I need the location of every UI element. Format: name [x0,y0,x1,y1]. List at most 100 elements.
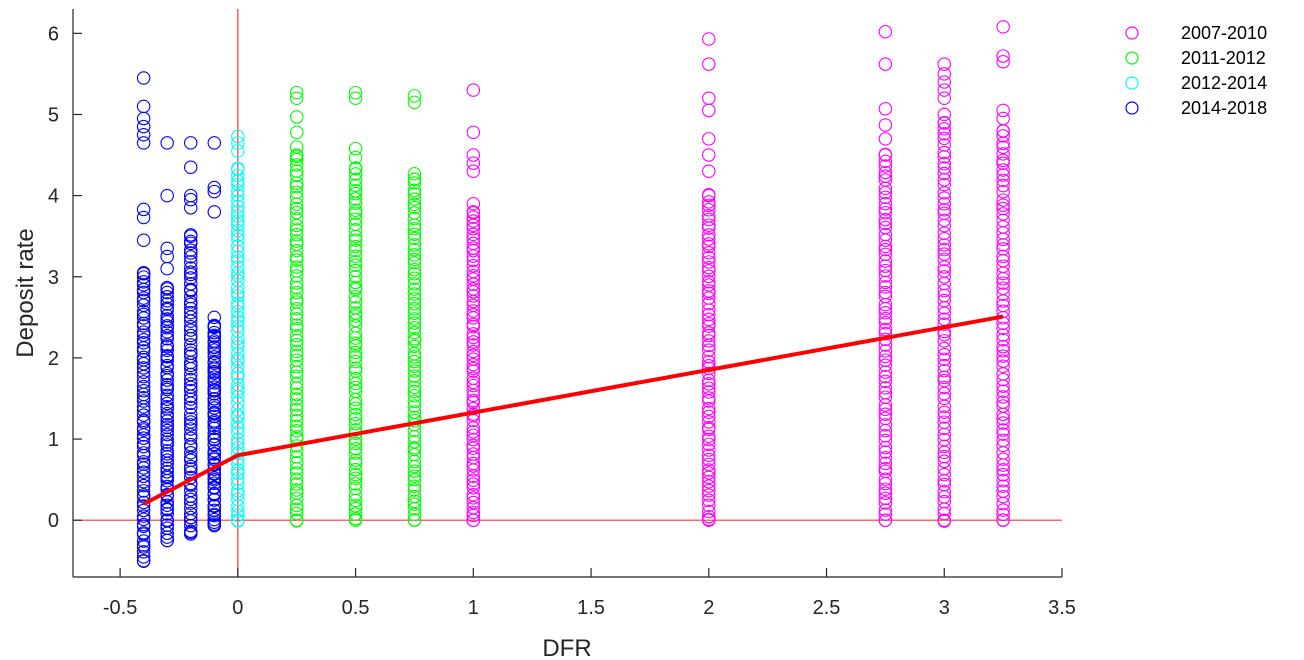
scatter-point [289,292,304,306]
scatter-point [160,290,174,304]
scatter-point [996,281,1010,295]
scatter-point [937,484,952,499]
x-tick-label: 0.5 [342,597,370,619]
scatter-point [289,414,304,428]
x-tick-label: 1 [468,597,479,619]
scatter-point [878,322,893,337]
scatter-point [160,410,174,424]
scatter-point [289,110,304,124]
scatter-point [231,223,245,238]
scatter-point [407,369,422,383]
scatter-point [878,445,893,459]
scatter-point [996,489,1010,504]
scatter-point [289,392,304,406]
scatter-point [878,280,893,294]
legend-item: 2011-2012 [1125,48,1266,68]
point-column [702,32,716,527]
scatter-point [289,333,304,348]
scatter-point [231,199,245,214]
scatter-point [231,425,245,440]
scatter-point [231,209,245,223]
scatter-point [878,165,893,180]
scatter-point [348,423,363,437]
scatter-point [996,343,1010,358]
scatter-point [289,228,304,242]
scatter-point [878,433,893,448]
scatter-point [937,138,952,152]
scatter-point [407,312,422,326]
scatter-point [878,205,893,220]
scatter-point [348,493,363,508]
scatter-point [702,415,716,429]
scatter-point [231,396,245,410]
scatter-point [878,242,893,257]
scatter-point [183,338,198,352]
scatter-point [160,136,174,150]
scatter-point [289,376,304,390]
scatter-point [183,250,198,264]
point-column [207,136,222,533]
scatter-point [878,263,893,278]
scatter-point [996,259,1010,273]
scatter-point [289,190,304,205]
scatter-point [136,517,151,532]
scatter-point [207,380,222,394]
scatter-point [466,388,481,403]
scatter-point [407,464,422,478]
scatter-point [878,227,893,242]
scatter-point [878,503,893,517]
scatter-point [996,416,1010,430]
scatter-point [348,206,363,220]
scatter-point [136,455,151,469]
scatter-point [878,212,893,227]
scatter-point [937,186,952,200]
scatter-point [996,298,1010,313]
scatter-point [937,145,952,160]
scatter-point [937,226,952,241]
scatter-point [407,364,422,378]
scatter-point [466,508,481,523]
scatter-point [289,322,304,336]
scatter-point [183,524,198,539]
scatter-point [136,350,151,365]
scatter-point [466,357,481,372]
scatter-point [996,173,1010,188]
scatter-point [183,234,198,249]
scatter-point [348,345,363,360]
scatter-point [160,427,174,442]
scatter-point [702,218,716,232]
scatter-point [407,513,422,527]
scatter-point [466,375,481,390]
scatter-point [937,363,952,378]
scatter-point [289,237,304,251]
scatter-point [407,248,422,262]
scatter-point [878,428,893,443]
scatter-point [702,504,716,519]
scatter-point [878,491,893,506]
scatter-point [160,388,174,403]
scatter-point [289,466,304,480]
scatter-point [183,527,198,541]
scatter-point [702,479,716,493]
scatter-point [160,406,174,421]
scatter-point [407,238,422,252]
scatter-point [878,173,893,187]
scatter-point [937,477,952,492]
scatter-point [937,467,952,482]
scatter-point [231,174,245,189]
scatter-point [289,344,304,359]
scatter-point [183,377,198,391]
scatter-point [878,154,893,169]
scatter-point [160,396,174,411]
scatter-point [160,465,174,479]
x-tick-label: 0 [232,597,243,619]
scatter-point [702,237,716,251]
scatter-point [702,373,716,388]
scatter-point [996,390,1010,404]
scatter-point [348,184,363,198]
scatter-point [207,360,222,374]
scatter-point [996,184,1010,199]
scatter-point [878,202,893,216]
scatter-point [466,491,481,505]
scatter-point [348,162,363,176]
